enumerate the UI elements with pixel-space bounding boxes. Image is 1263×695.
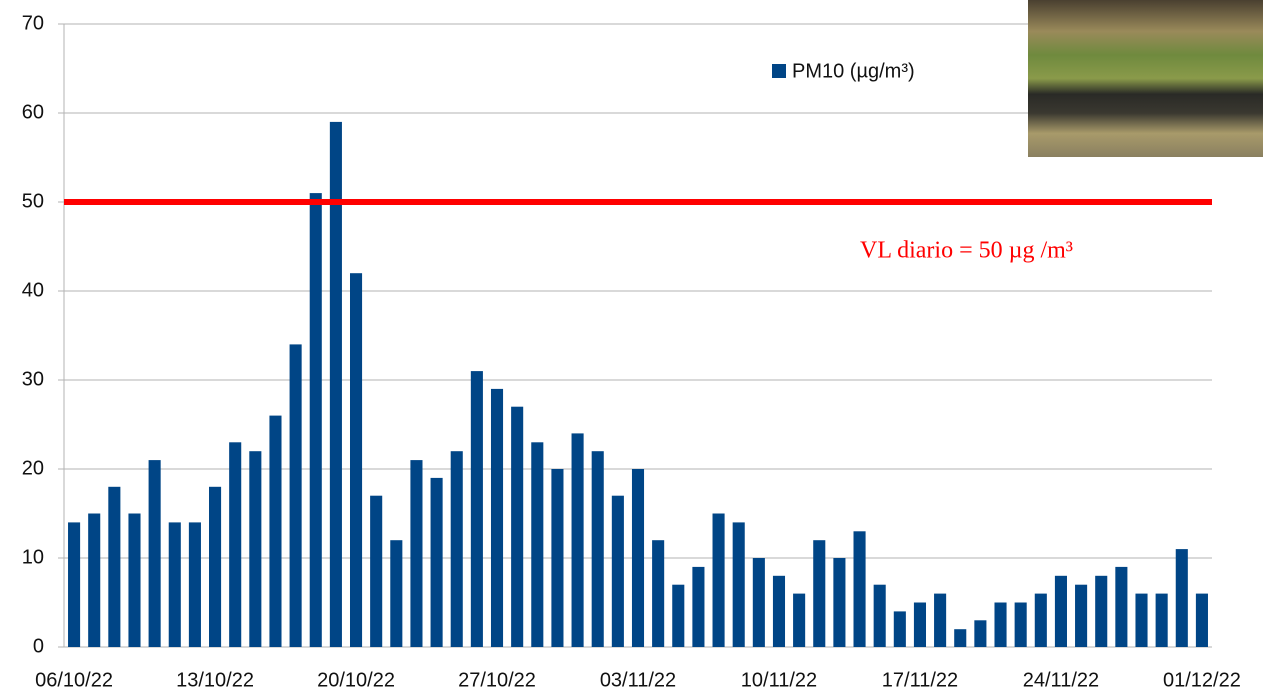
y-tick-label: 10	[22, 546, 44, 568]
bar	[451, 451, 463, 647]
y-tick-label: 60	[22, 101, 44, 123]
bar	[974, 620, 986, 647]
bar	[128, 514, 140, 648]
y-tick-label: 50	[22, 190, 44, 212]
bar	[370, 496, 382, 647]
bar	[169, 522, 181, 647]
x-tick-label: 03/11/22	[600, 669, 676, 691]
bar	[713, 514, 725, 648]
bar	[511, 407, 523, 647]
bar	[1035, 594, 1047, 647]
bar	[894, 611, 906, 647]
x-tick-label: 10/11/22	[741, 669, 817, 691]
bar	[350, 273, 362, 647]
bar	[189, 522, 201, 647]
bar	[954, 629, 966, 647]
bar	[672, 585, 684, 647]
bar	[491, 389, 503, 647]
bar	[914, 603, 926, 648]
legend-label: PM10 (µg/m³)	[792, 60, 915, 82]
y-tick-label: 0	[33, 635, 44, 657]
bar	[1115, 567, 1127, 647]
bar	[773, 576, 785, 647]
chart: 0 10 20 30 40 50 60 70 06/10/22 13/10/22 20/10/22 2…	[0, 0, 1263, 695]
bar	[531, 442, 543, 647]
x-tick-label: 24/11/22	[1023, 669, 1099, 691]
bar	[229, 442, 241, 647]
bar	[592, 451, 604, 647]
x-tick-label: 27/10/22	[458, 669, 536, 691]
bar	[854, 531, 866, 647]
bar	[551, 469, 563, 647]
bar	[1196, 594, 1208, 647]
bar	[1055, 576, 1067, 647]
bar	[1156, 594, 1168, 647]
bar	[652, 540, 664, 647]
bar	[209, 487, 221, 647]
legend-swatch	[772, 64, 786, 78]
x-tick-label: 13/10/22	[176, 669, 254, 691]
bar	[431, 478, 443, 647]
bar	[1015, 603, 1027, 648]
bar	[612, 496, 624, 647]
bar	[1095, 576, 1107, 647]
bar	[753, 558, 765, 647]
bar	[471, 371, 483, 647]
bar	[108, 487, 120, 647]
x-tick-label: 06/10/22	[35, 669, 113, 691]
bar	[1135, 594, 1147, 647]
bar	[88, 514, 100, 648]
photo	[1028, 0, 1263, 157]
x-tick-label: 17/11/22	[882, 669, 958, 691]
x-tick-label: 01/12/22	[1163, 669, 1241, 691]
bar	[310, 193, 322, 647]
bar	[994, 603, 1006, 648]
bar	[793, 594, 805, 647]
bar	[1176, 549, 1188, 647]
x-tick-label: 20/10/22	[317, 669, 395, 691]
bar	[390, 540, 402, 647]
bar	[733, 522, 745, 647]
bar	[68, 522, 80, 647]
bar	[410, 460, 422, 647]
y-tick-label: 20	[22, 457, 44, 479]
bar	[934, 594, 946, 647]
bar	[249, 451, 261, 647]
bar	[1075, 585, 1087, 647]
y-tick-label: 30	[22, 368, 44, 390]
bar	[874, 585, 886, 647]
bar	[833, 558, 845, 647]
y-tick-label: 70	[22, 12, 44, 34]
bar	[692, 567, 704, 647]
y-tick-label: 40	[22, 279, 44, 301]
bar	[632, 469, 644, 647]
bar	[269, 416, 281, 647]
bar	[813, 540, 825, 647]
reference-label: VL diario = 50 µg /m³	[860, 238, 1073, 264]
bar	[572, 433, 584, 647]
bar	[149, 460, 161, 647]
bar	[290, 344, 302, 647]
